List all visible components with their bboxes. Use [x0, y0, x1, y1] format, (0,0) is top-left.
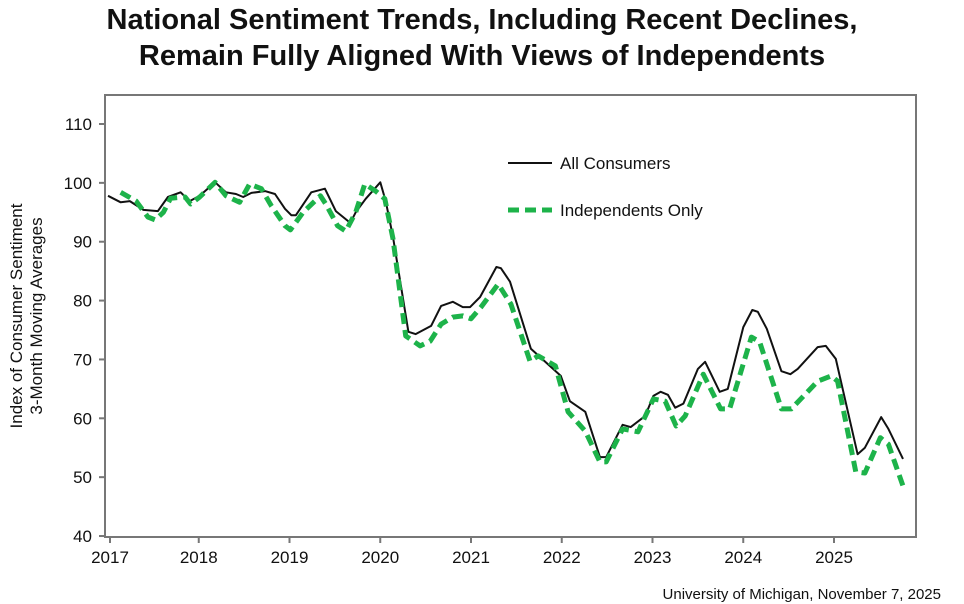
x-tick-label: 2020: [361, 548, 399, 567]
series-line-all-consumers: [107, 181, 904, 460]
x-tick-label: 2025: [815, 548, 853, 567]
y-tick-label: 100: [64, 174, 92, 193]
y-axis: 40 50 60 70 80 90 100 110: [64, 115, 105, 546]
y-tick-label: 90: [73, 233, 92, 252]
x-tick-label: 2018: [180, 548, 218, 567]
y-tick-label: 50: [73, 468, 92, 487]
x-tick-label: 2022: [543, 548, 581, 567]
y-tick-label: 60: [73, 409, 92, 428]
y-axis-label: Index of Consumer Sentiment 3-Month Movi…: [7, 203, 46, 428]
source-note: University of Michigan, November 7, 2025: [663, 586, 941, 603]
chart-title-line2: Remain Fully Aligned With Views of Indep…: [138, 40, 826, 72]
y-tick-label: 70: [73, 350, 92, 369]
x-tick-label: 2023: [634, 548, 672, 567]
y-tick-label: 110: [65, 115, 92, 134]
y-tick-label: 80: [73, 292, 92, 311]
series-line-independents-only: [119, 179, 906, 487]
plot-frame: [104, 94, 917, 538]
x-axis: 2017 2018 2019 2020 2021 2022 2023 2024 2025: [91, 537, 853, 567]
y-tick-label: 40: [73, 527, 92, 546]
legend: All Consumers Independents Only: [508, 154, 703, 220]
series-lines: [107, 179, 906, 487]
chart-title-line1: National Sentiment Trends, Including Rec…: [106, 4, 858, 36]
x-tick-label: 2024: [724, 548, 762, 567]
y-axis-label-line2: 3-Month Moving Averages: [27, 217, 46, 414]
y-axis-label-line1: Index of Consumer Sentiment: [7, 203, 26, 428]
x-tick-label: 2021: [452, 548, 490, 567]
x-tick-label: 2019: [271, 548, 309, 567]
legend-label-independents: Independents Only: [560, 201, 703, 220]
chart-title: National Sentiment Trends, Including Rec…: [0, 2, 964, 74]
legend-label-all-consumers: All Consumers: [560, 154, 671, 173]
x-tick-label: 2017: [91, 548, 129, 567]
